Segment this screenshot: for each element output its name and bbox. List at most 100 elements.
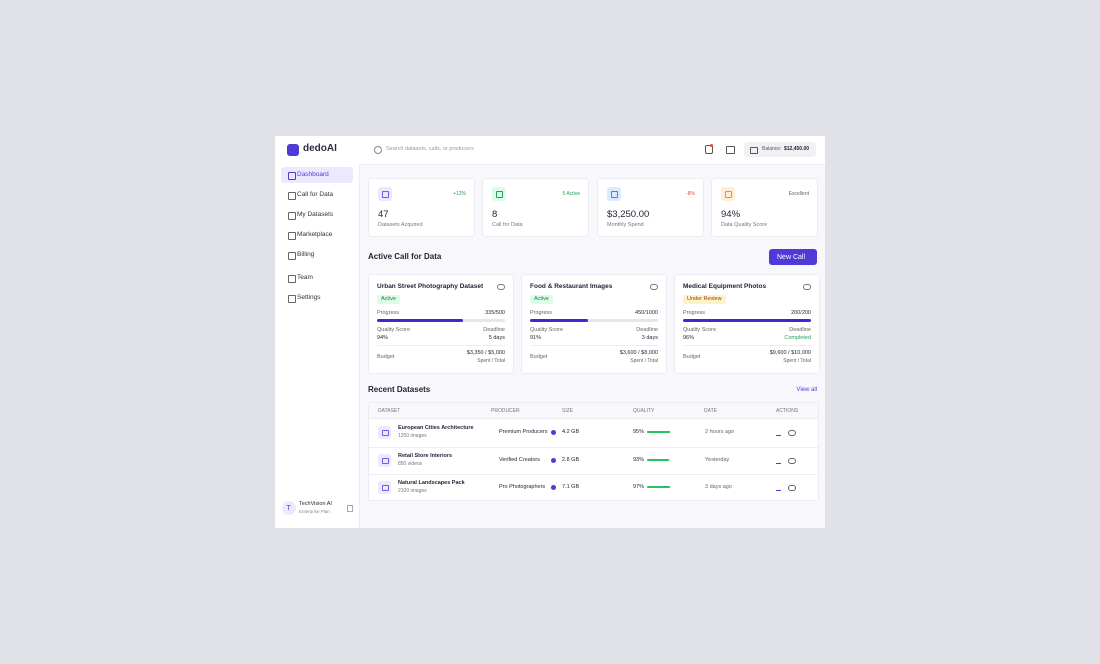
column-header: QUALITY bbox=[633, 408, 655, 414]
quality-bar bbox=[647, 486, 671, 488]
file-icon-glyph bbox=[381, 485, 389, 491]
dataset-name: Retail Store Interiors bbox=[398, 452, 453, 459]
quality-label: 97% bbox=[633, 484, 645, 490]
progress-track bbox=[377, 319, 505, 322]
stat-icon-glyph bbox=[382, 191, 389, 198]
balance-box: Balance: $12,450.00 bbox=[744, 142, 816, 157]
deadline-value: 5 days bbox=[488, 335, 505, 341]
avatar bbox=[282, 501, 296, 515]
nav-icon bbox=[288, 192, 296, 200]
progress-bar bbox=[377, 319, 463, 322]
dataset-count: 2100 images bbox=[398, 488, 427, 494]
stat-value: $3,250.00 bbox=[607, 209, 650, 220]
column-header: DATASET bbox=[378, 408, 401, 414]
quality-label: 93% bbox=[633, 456, 645, 463]
deadline-label: Deadline bbox=[789, 327, 811, 333]
view-button[interactable] bbox=[788, 430, 796, 436]
row-divider bbox=[369, 446, 818, 448]
nav-item[interactable]: Settings bbox=[281, 290, 353, 306]
progress-label: Progress bbox=[377, 310, 400, 316]
divider bbox=[377, 345, 505, 346]
view-button[interactable] bbox=[788, 485, 796, 491]
view-button[interactable] bbox=[788, 457, 796, 464]
date: Yesterday bbox=[705, 456, 730, 463]
stat-card: Excellent 94% Data Quality Score bbox=[711, 178, 818, 237]
view-icon bbox=[650, 284, 658, 290]
file-icon-glyph bbox=[381, 457, 389, 464]
download-button[interactable] bbox=[776, 458, 781, 464]
nav-icon bbox=[288, 275, 296, 283]
quality-track bbox=[647, 486, 671, 488]
section-title: Recent Datasets bbox=[368, 385, 431, 394]
nav-label: Billing bbox=[297, 251, 315, 258]
search-input[interactable]: Search datasets, calls, or producers bbox=[386, 146, 474, 152]
stat-badge: +12% bbox=[453, 191, 466, 197]
cart-icon bbox=[726, 146, 735, 154]
new-call-button[interactable]: New Call bbox=[769, 249, 817, 265]
call-title: Urban Street Photography Dataset bbox=[377, 283, 484, 290]
budget-note: Spent / Total bbox=[630, 358, 658, 364]
budget-label: Budget bbox=[377, 354, 395, 360]
deadline-label: Deadline bbox=[483, 327, 505, 333]
size: 4.2 GB bbox=[562, 429, 580, 435]
quality-label: 95% bbox=[633, 429, 645, 435]
column-header: SIZE bbox=[562, 408, 574, 414]
nav-icon bbox=[288, 172, 296, 180]
nav-label: Settings bbox=[297, 294, 321, 301]
budget-value: $3,350 / $5,000 bbox=[466, 350, 505, 356]
download-button[interactable] bbox=[776, 485, 781, 491]
header: Search datasets, calls, or producers Bala… bbox=[359, 136, 825, 165]
nav-item[interactable]: My Datasets bbox=[281, 207, 353, 223]
table-header bbox=[369, 403, 818, 419]
nav-label: Dashboard bbox=[297, 171, 329, 178]
budget-label: Budget bbox=[530, 354, 548, 360]
stat-card: 5 Active 8 Call for Data bbox=[482, 178, 589, 237]
stat-icon-glyph bbox=[725, 191, 732, 198]
stat-value: 94% bbox=[721, 209, 741, 220]
progress-label: Progress bbox=[683, 310, 706, 316]
stat-value: 47 bbox=[378, 209, 389, 220]
row-divider bbox=[369, 474, 818, 475]
nav-item[interactable]: Call for Data bbox=[281, 187, 353, 203]
producer: Verified Creators bbox=[499, 456, 540, 463]
call-card: Medical Equipment Photos Under Review Prog… bbox=[674, 274, 820, 374]
progress-track bbox=[683, 319, 811, 322]
budget-note: Spent / Total bbox=[477, 358, 505, 364]
stat-label: Data Quality Score bbox=[721, 222, 768, 228]
logout-icon bbox=[347, 505, 353, 512]
progress-track bbox=[530, 319, 658, 322]
progress-value: 335/500 bbox=[485, 310, 505, 316]
call-card: Urban Street Photography Dataset Active Pr… bbox=[368, 274, 514, 374]
nav-item[interactable]: Dashboard bbox=[281, 167, 353, 183]
app-window: dedoAI Dashboard Call for Data My Datasets M… bbox=[275, 136, 825, 528]
producer: Premium Producers bbox=[499, 429, 548, 435]
quality-track bbox=[647, 431, 671, 433]
progress-value: 200/200 bbox=[791, 310, 811, 316]
nav-item[interactable]: Marketplace bbox=[281, 227, 353, 243]
stat-badge: Excellent bbox=[788, 191, 809, 197]
stat-label: Monthly Spend bbox=[607, 222, 644, 228]
stat-label: Call for Data bbox=[492, 222, 523, 228]
logo-icon bbox=[287, 144, 299, 156]
dataset-name: Natural Landscapes Pack bbox=[398, 480, 465, 486]
brand: dedoAI bbox=[303, 143, 337, 154]
wallet-icon bbox=[750, 147, 758, 154]
column-header: DATE bbox=[704, 408, 717, 414]
budget-label: Budget bbox=[683, 354, 701, 360]
divider bbox=[530, 345, 658, 346]
quality-label: Quality Score bbox=[683, 327, 717, 333]
user-name: TechVision AI bbox=[299, 501, 332, 507]
nav-icon bbox=[288, 295, 296, 303]
nav-item[interactable]: Team bbox=[281, 270, 353, 286]
nav-label: Team bbox=[297, 274, 313, 281]
deadline-value: Completed bbox=[784, 335, 811, 341]
budget-value: $3,600 / $8,000 bbox=[619, 350, 658, 356]
nav-item[interactable]: Billing bbox=[281, 247, 353, 263]
nav-icon bbox=[288, 232, 296, 240]
quality-value: 91% bbox=[530, 335, 542, 341]
download-button[interactable] bbox=[776, 430, 781, 436]
nav-label: Marketplace bbox=[297, 231, 333, 238]
dataset-count: 850 videos bbox=[398, 460, 423, 467]
view-all-link[interactable]: View all bbox=[796, 387, 817, 393]
stat-badge: 5 Active bbox=[562, 191, 580, 197]
